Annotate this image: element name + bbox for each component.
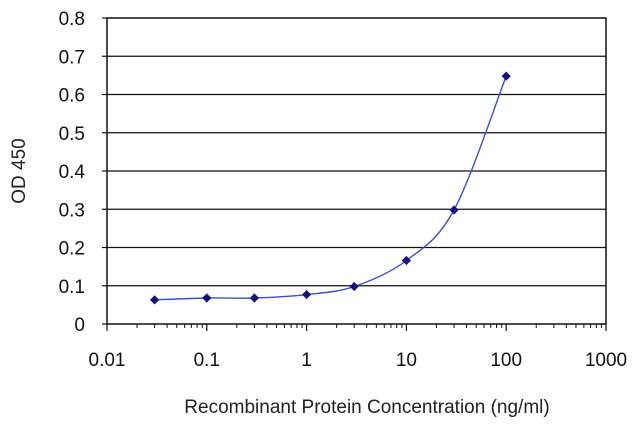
grid-lines	[107, 55, 606, 287]
data-point	[349, 281, 359, 292]
x-axis-title: Recombinant Protein Concentration (ng/ml…	[184, 397, 549, 418]
x-tick-label: 10	[396, 350, 417, 371]
y-tick-label: 0.2	[59, 239, 85, 260]
x-tick-label: 0.1	[194, 350, 220, 371]
data-point	[150, 295, 160, 305]
x-tick-label: 0.01	[89, 350, 126, 371]
y-tick-label: 0.1	[59, 277, 85, 298]
axes	[102, 17, 607, 331]
y-tick-label: 0	[74, 315, 85, 336]
y-tick-label: 0.6	[59, 86, 85, 107]
y-tick-label: 0.5	[59, 124, 85, 145]
y-tick-label: 0.3	[59, 200, 85, 221]
data-points	[150, 71, 511, 305]
x-tick-labels: 0.01 0.1 1 10 100 1000	[89, 350, 628, 371]
x-tick-label: 1000	[585, 350, 627, 371]
y-tick-labels: 0 0.1 0.2 0.3 0.4 0.5 0.6 0.7 0.8	[59, 9, 86, 336]
y-tick-label: 0.8	[59, 9, 85, 30]
data-point	[202, 293, 212, 303]
data-point	[401, 255, 411, 266]
data-point	[449, 205, 459, 215]
y-tick-label: 0.4	[59, 162, 86, 183]
y-tick-label: 0.7	[59, 47, 85, 68]
data-point	[249, 293, 260, 303]
data-point	[501, 71, 511, 81]
y-axis-title: OD 450	[9, 138, 30, 203]
x-tick-label: 1	[301, 350, 312, 371]
x-tick-label: 100	[490, 350, 522, 371]
data-point	[302, 289, 312, 300]
series-line	[154, 75, 507, 301]
